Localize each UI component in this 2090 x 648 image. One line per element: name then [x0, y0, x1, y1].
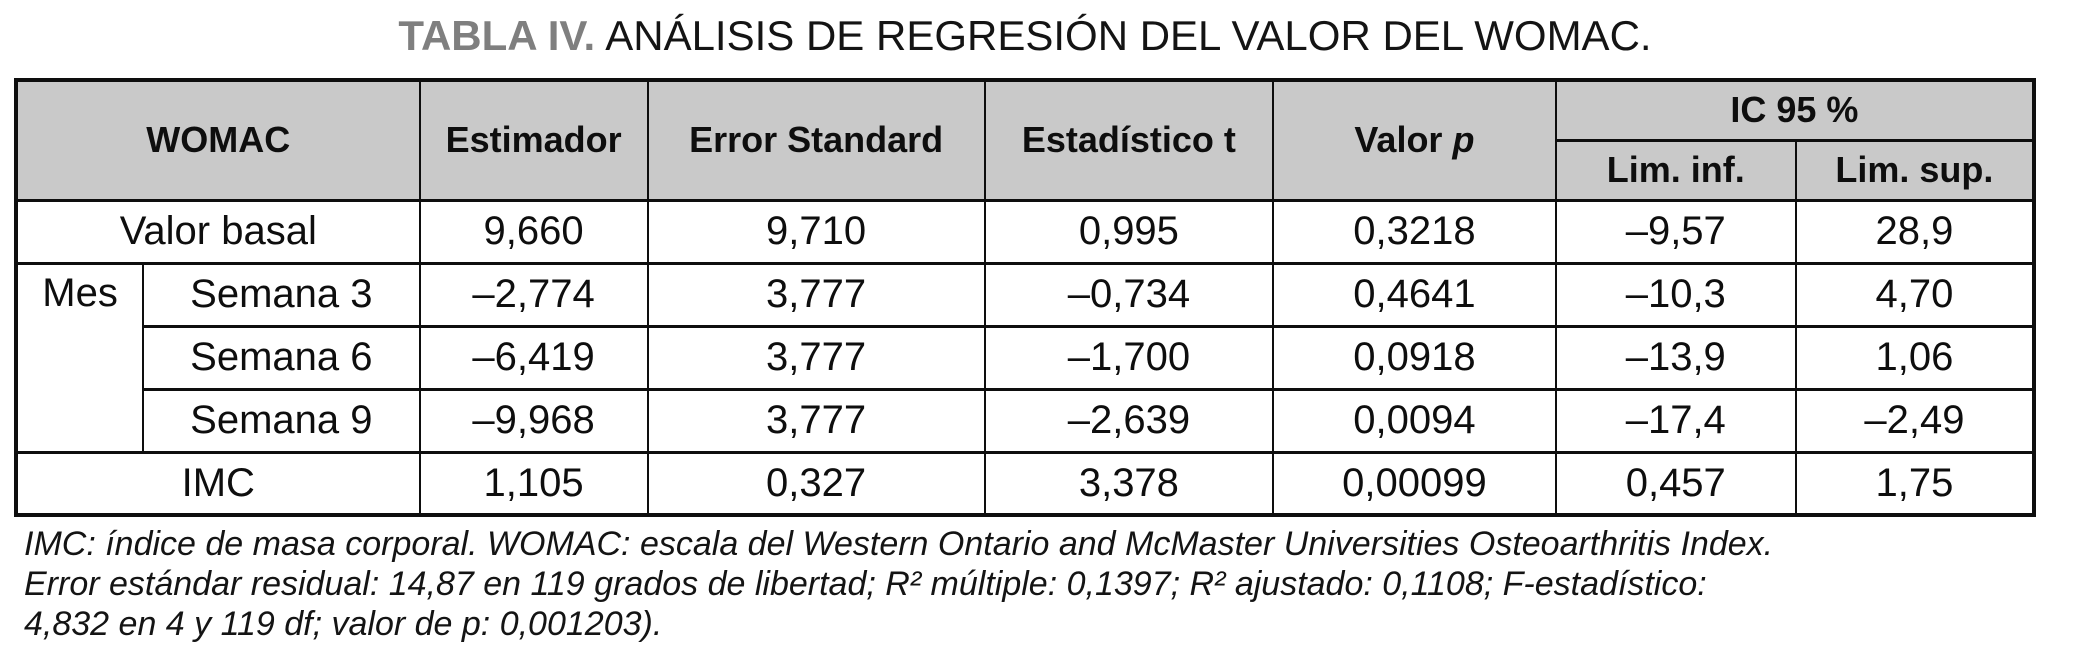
table-row-semana-6: Semana 6 –6,419 3,777 –1,700 0,0918 –13,…: [16, 324, 2036, 391]
header-lim-sup: Lim. sup.: [1794, 138, 2036, 202]
table-title-text: ANÁLISIS DE REGRESIÓN DEL VALOR DEL WOMA…: [605, 12, 1652, 59]
regression-table: WOMAC Estimador Error Standard Estadísti…: [14, 78, 2036, 517]
cell-lim-inf: –17,4: [1554, 387, 1797, 454]
cell-estadistico-t: 3,378: [983, 450, 1275, 517]
table-row-semana-9: Semana 9 –9,968 3,777 –2,639 0,0094 –17,…: [16, 387, 2036, 454]
cell-error-standard: 0,327: [646, 450, 986, 517]
cell-valor-p: 0,4641: [1272, 261, 1557, 328]
cell-lim-inf: –13,9: [1554, 324, 1797, 391]
table-footnote: IMC: índice de masa corporal. WOMAC: esc…: [24, 524, 2024, 644]
cell-lim-sup: –2,49: [1794, 387, 2036, 454]
cell-valor-p: 0,0918: [1272, 324, 1557, 391]
cell-estimador: –2,774: [418, 261, 649, 328]
cell-valor-p: 0,0094: [1272, 387, 1557, 454]
cell-valor-p: 0,3218: [1272, 198, 1557, 265]
header-valor-p: Valor p: [1272, 78, 1557, 202]
cell-lim-sup: 1,75: [1794, 450, 2036, 517]
cell-estimador: 1,105: [418, 450, 649, 517]
header-valor-p-label: Valor: [1354, 119, 1443, 161]
table-title: TABLA IV. ANÁLISIS DE REGRESIÓN DEL VALOR…: [14, 12, 2036, 60]
table-title-number: TABLA IV.: [398, 12, 596, 59]
cell-lim-inf: 0,457: [1554, 450, 1797, 517]
table-header: WOMAC Estimador Error Standard Estadísti…: [15, 78, 2036, 202]
cell-error-standard: 3,777: [646, 387, 986, 454]
table-row-semana-3: Mes Semana 3 –2,774 3,777 –0,734 0,4641 …: [14, 261, 2036, 454]
footnote-line-1: IMC: índice de masa corporal. WOMAC: esc…: [24, 525, 1774, 563]
cell-lim-inf: –9,57: [1554, 198, 1797, 265]
header-womac: WOMAC: [15, 78, 421, 202]
header-estadistico-t: Estadístico t: [983, 78, 1275, 202]
footnote-line-3: 4,832 en 4 y 119 df; valor de p: 0,00120…: [24, 605, 663, 643]
table-body: Valor basal 9,660 9,710 0,995 0,3218 –9,…: [14, 198, 2036, 517]
row-label-semana-3: Semana 3: [142, 261, 421, 328]
cell-error-standard: 3,777: [646, 324, 986, 391]
cell-estadistico-t: –1,700: [983, 324, 1275, 391]
cell-lim-sup: 28,9: [1794, 198, 2036, 265]
cell-estadistico-t: –2,639: [983, 387, 1275, 454]
header-error-standard: Error Standard: [646, 78, 986, 202]
footnote-line-2: Error estándar residual: 14,87 en 119 gr…: [24, 565, 1707, 603]
cell-estadistico-t: 0,995: [983, 198, 1275, 265]
cell-error-standard: 9,710: [646, 198, 986, 265]
header-valor-p-symbol: p: [1452, 119, 1475, 161]
table-row-imc: IMC 1,105 0,327 3,378 0,00099 0,457 1,75: [15, 450, 2036, 517]
row-group-mes: Mes: [14, 261, 145, 454]
cell-estimador: –9,968: [418, 387, 649, 454]
row-label-valor-basal: Valor basal: [15, 198, 421, 265]
cell-lim-inf: –10,3: [1554, 261, 1797, 328]
row-label-semana-9: Semana 9: [142, 387, 421, 454]
header-ic95: IC 95 %: [1554, 78, 2036, 142]
row-label-semana-6: Semana 6: [142, 324, 421, 391]
cell-lim-sup: 1,06: [1794, 324, 2036, 391]
header-lim-inf: Lim. inf.: [1554, 138, 1797, 202]
header-row-1: WOMAC Estimador Error Standard Estadísti…: [15, 78, 2036, 202]
cell-error-standard: 3,777: [646, 261, 986, 328]
cell-estadistico-t: –0,734: [983, 261, 1275, 328]
cell-lim-sup: 4,70: [1794, 261, 2036, 328]
header-row-2: Lim. inf. Lim. sup.: [16, 138, 2036, 202]
header-estimador: Estimador: [418, 78, 649, 202]
cell-valor-p: 0,00099: [1272, 450, 1557, 517]
cell-estimador: 9,660: [418, 198, 649, 265]
cell-estimador: –6,419: [418, 324, 649, 391]
row-label-imc: IMC: [15, 450, 421, 517]
row-group-mes-label: Mes: [42, 270, 118, 315]
table-row-valor-basal: Valor basal 9,660 9,710 0,995 0,3218 –9,…: [15, 198, 2036, 265]
